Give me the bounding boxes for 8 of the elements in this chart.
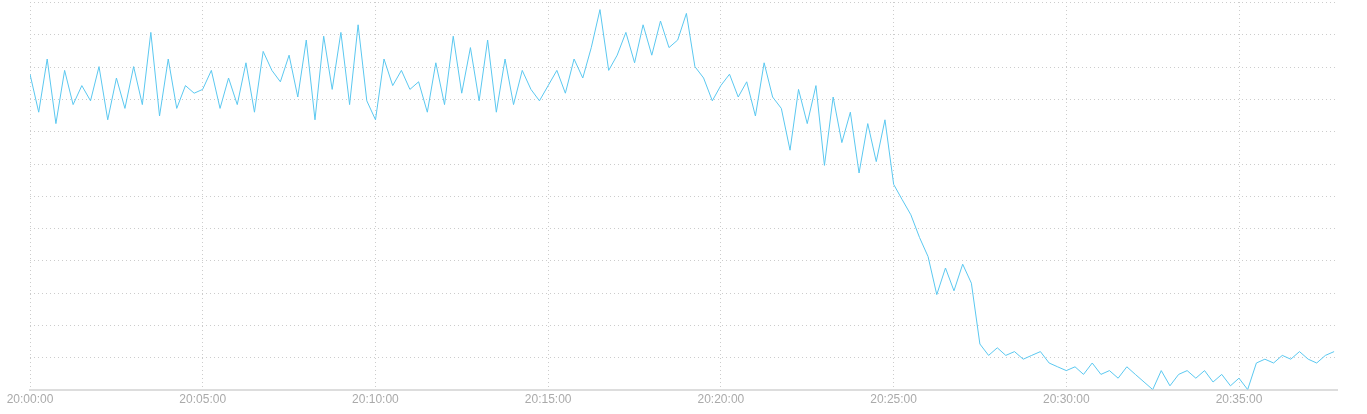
x-tick-label: 20:35:00 <box>1215 392 1263 407</box>
x-tick-label: 20:30:00 <box>1042 392 1090 407</box>
x-tick-label: 20:15:00 <box>524 392 572 407</box>
x-tick-label: 20:05:00 <box>179 392 227 407</box>
x-tick-label: 20:25:00 <box>870 392 918 407</box>
x-tick-label: 20:10:00 <box>352 392 400 407</box>
x-tick-label: 20:00:00 <box>6 392 54 407</box>
x-tick-label: 20:20:00 <box>697 392 745 407</box>
